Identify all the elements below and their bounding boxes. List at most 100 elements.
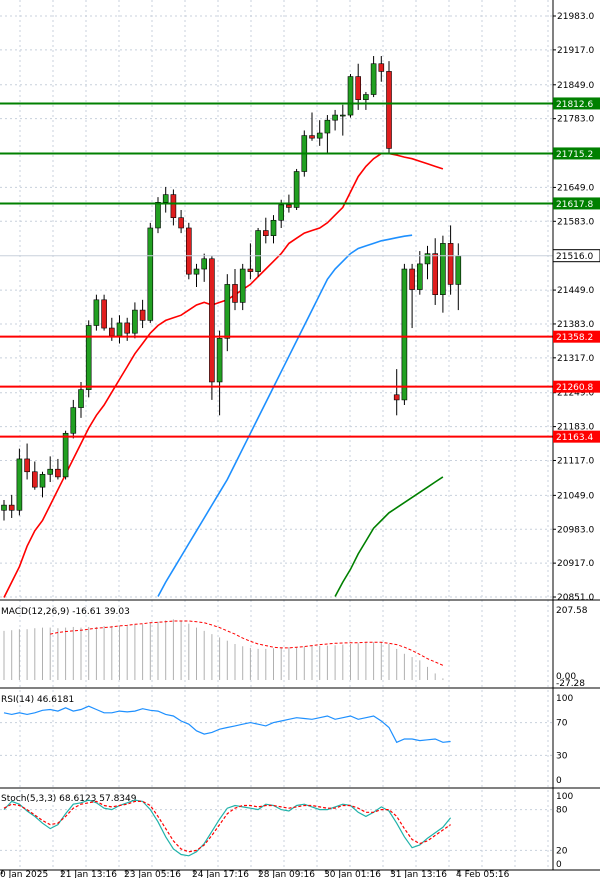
candle-body xyxy=(447,243,454,285)
x-tick-label: 28 Jan 09:16 xyxy=(258,870,315,878)
stoch-tick-label: 80 xyxy=(556,806,568,816)
candle xyxy=(432,238,439,305)
candle xyxy=(447,225,454,295)
candle-body xyxy=(270,219,277,236)
candle xyxy=(24,443,30,480)
price-tick-label: 21449.0 xyxy=(557,286,594,296)
rsi-tick-label: 100 xyxy=(556,694,573,704)
rsi-panel: RSI(14) 46.6181 xyxy=(0,695,553,756)
candle xyxy=(16,448,23,516)
candle xyxy=(316,120,323,146)
level-label: 21358.2 xyxy=(556,333,593,343)
price-tick-label: 21917.0 xyxy=(557,46,594,56)
moving-average-line xyxy=(334,476,444,597)
stoch-d-line xyxy=(3,800,451,853)
candle-body xyxy=(363,94,369,100)
candle-body xyxy=(8,504,15,511)
candle xyxy=(170,189,177,226)
current-price-label: 21516.0 xyxy=(556,252,593,262)
level-label: 21617.8 xyxy=(556,200,593,210)
candle-body xyxy=(239,268,246,303)
x-tick-label: 30 Jan 01:16 xyxy=(324,870,381,878)
candle-body xyxy=(209,258,215,383)
candle xyxy=(424,245,431,280)
candle xyxy=(247,243,254,280)
candle xyxy=(278,199,285,228)
candle xyxy=(378,56,385,82)
candle xyxy=(347,73,354,118)
candle-body xyxy=(416,263,423,290)
candle xyxy=(1,499,7,521)
candle xyxy=(31,461,38,490)
rsi-tick-label: 30 xyxy=(556,751,568,761)
candle-body xyxy=(332,114,338,121)
price-tick-label: 21583.0 xyxy=(557,217,594,227)
candle xyxy=(370,56,377,98)
candle xyxy=(116,315,123,344)
candle xyxy=(147,222,154,323)
candle-body xyxy=(193,268,200,275)
price-tick-label: 21249.0 xyxy=(557,389,594,399)
candle-body xyxy=(31,471,38,488)
candle-body xyxy=(93,299,100,326)
candle-body xyxy=(16,458,23,511)
macd-panel: MACD(12,26,9) -16.61 39.03 xyxy=(1,607,444,680)
candle-body xyxy=(162,194,169,203)
level-label: 21812.6 xyxy=(556,100,593,110)
candle-body xyxy=(155,202,161,229)
candle-body xyxy=(347,76,354,116)
price-tick-label: 21983.0 xyxy=(557,12,594,22)
macd-tick-label: -27.28 xyxy=(556,679,585,689)
rsi-tick-label: 70 xyxy=(556,719,568,729)
candle xyxy=(78,381,84,418)
stoch-k-line xyxy=(3,799,452,857)
candle xyxy=(201,253,207,282)
candle xyxy=(193,263,200,287)
candle xyxy=(393,369,400,416)
candle-body xyxy=(440,243,446,295)
level-label-box xyxy=(553,430,600,443)
candle xyxy=(239,263,246,311)
candle-body xyxy=(116,322,123,337)
candle xyxy=(178,210,184,234)
candle xyxy=(47,456,54,483)
candle xyxy=(255,227,261,277)
candle xyxy=(93,294,100,331)
candle-body xyxy=(232,284,238,303)
candle-body xyxy=(39,474,46,488)
level-label: 21715.2 xyxy=(556,150,593,160)
stoch-tick-label: 20 xyxy=(556,846,568,856)
candle xyxy=(216,330,223,416)
stoch-title: Stoch(5,3,3) 68.6123 57.8349 xyxy=(1,794,137,804)
candle-body xyxy=(424,253,431,265)
stoch-panel: Stoch(5,3,3) 68.6123 57.8349 xyxy=(0,794,553,857)
rsi-line xyxy=(3,705,451,744)
candle xyxy=(339,104,346,136)
candle-body xyxy=(101,299,107,329)
candle-body xyxy=(85,325,92,390)
candle xyxy=(440,235,446,313)
candle xyxy=(332,109,338,131)
moving-average-line xyxy=(157,234,413,597)
x-tick-label: 0 Jan 2025 xyxy=(0,870,48,878)
candle xyxy=(455,243,462,311)
candle-body xyxy=(409,268,415,290)
candle-body xyxy=(24,458,30,473)
x-tick-label: 4 Feb 05:16 xyxy=(456,870,510,878)
candle-body xyxy=(124,322,130,334)
candle-body xyxy=(255,230,261,272)
candle-body xyxy=(262,230,269,236)
price-tick-label: 21849.0 xyxy=(557,81,594,91)
candle xyxy=(139,299,146,329)
candle-body xyxy=(201,258,207,270)
level-label: 21163.4 xyxy=(556,433,593,443)
candle xyxy=(224,274,231,352)
candle-body xyxy=(55,468,61,478)
candle xyxy=(186,222,192,280)
candle xyxy=(386,61,392,154)
x-tick-label: 24 Jan 17:16 xyxy=(192,870,249,878)
candle xyxy=(355,63,362,110)
candle-body xyxy=(393,394,400,401)
price-tick-label: 21783.0 xyxy=(557,115,594,125)
candle-body xyxy=(47,468,54,475)
